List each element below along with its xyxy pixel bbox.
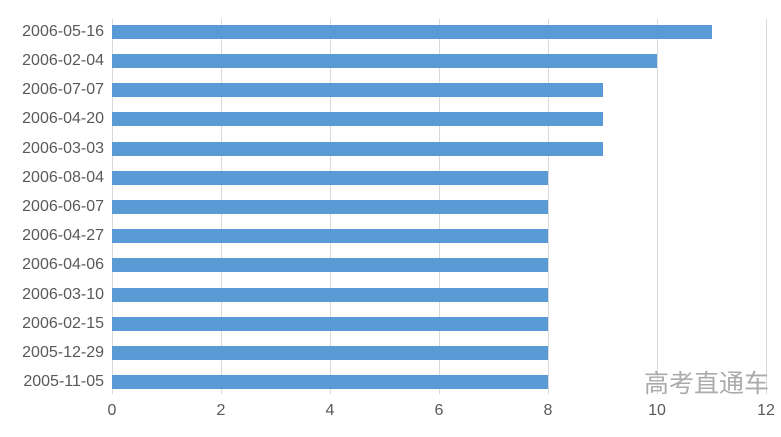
category-label: 2006-04-20: [22, 110, 104, 127]
category-label: 2006-06-07: [22, 198, 104, 215]
category-label: 2006-08-04: [22, 169, 104, 186]
category-label: 2006-03-03: [22, 140, 104, 157]
category-label: 2005-12-29: [22, 344, 104, 361]
bar: [112, 258, 548, 272]
category-label: 2005-11-05: [23, 373, 104, 390]
category-label: 2006-02-04: [22, 52, 104, 69]
bar: [112, 112, 603, 126]
bar: [112, 83, 603, 97]
vertical-gridline: [657, 19, 658, 394]
watermark: 高考直通车: [644, 370, 770, 398]
category-label: 2006-04-27: [22, 227, 104, 244]
bar: [112, 25, 712, 39]
category-label: 2006-03-10: [22, 286, 104, 303]
x-tick-label: 6: [434, 402, 444, 419]
x-tick-label: 0: [107, 402, 117, 419]
x-tick-label: 8: [543, 402, 553, 419]
x-tick-label: 12: [757, 402, 775, 419]
vertical-gridline: [766, 19, 767, 394]
x-tick-label: 4: [325, 402, 335, 419]
vertical-gridline: [548, 19, 549, 394]
category-label: 2006-05-16: [22, 23, 104, 40]
category-label: 2006-04-06: [22, 256, 104, 273]
bar: [112, 288, 548, 302]
category-label: 2006-07-07: [22, 81, 104, 98]
bar: [112, 346, 548, 360]
bar: [112, 317, 548, 331]
bar: [112, 229, 548, 243]
bar: [112, 375, 548, 389]
x-tick-label: 2: [216, 402, 226, 419]
bar: [112, 171, 548, 185]
bar: [112, 142, 603, 156]
x-tick-label: 10: [648, 402, 666, 419]
category-label: 2006-02-15: [22, 315, 104, 332]
bar: [112, 200, 548, 214]
bar: [112, 54, 657, 68]
